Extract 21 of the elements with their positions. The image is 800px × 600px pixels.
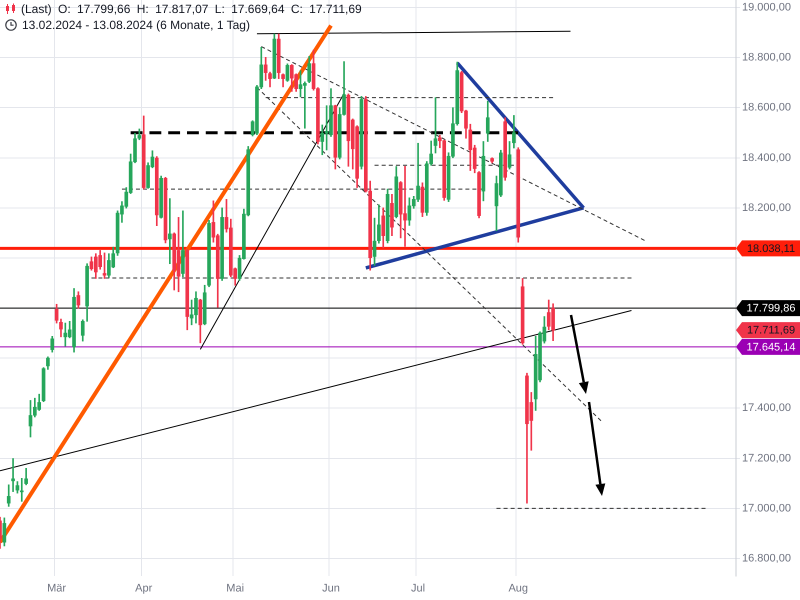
x-tick-label: Mai xyxy=(226,582,244,595)
ref-line-label: 17.645,14 xyxy=(746,341,796,354)
text: 17.711,69 xyxy=(746,324,796,337)
y-tick-label: 17.400,00 xyxy=(742,402,791,414)
x-tick-label: Jun xyxy=(322,582,340,595)
y-tick-label: 16.800,00 xyxy=(742,552,791,564)
y-tick-label: 18.800,00 xyxy=(742,52,791,64)
y-tick-label: 19.000,00 xyxy=(742,2,791,14)
y-tick-label: 18.400,00 xyxy=(742,152,791,164)
y-tick-label: 18.600,00 xyxy=(742,102,791,114)
x-tick-label: Jul xyxy=(411,582,426,595)
y-tick-label: 17.200,00 xyxy=(742,452,791,464)
text: 13.02.2024 - 13.08.2024 (6 Monate, 1 Tag) xyxy=(22,18,250,32)
x-tick-label: Aug xyxy=(508,582,528,595)
x-tick-label: Apr xyxy=(135,582,153,595)
y-tick-label: 18.200,00 xyxy=(742,202,791,214)
y-tick-label: 17.000,00 xyxy=(742,502,791,514)
ref-line-label: 17.799,86 xyxy=(746,302,796,315)
x-tick-label: Mär xyxy=(47,582,66,595)
ref-line-label: 18.038,11 xyxy=(746,242,796,255)
chart-title: (Last) O: 17.799,66 H: 17.817,07 L: 17.669,64 C: 17.711,69 xyxy=(21,2,362,16)
